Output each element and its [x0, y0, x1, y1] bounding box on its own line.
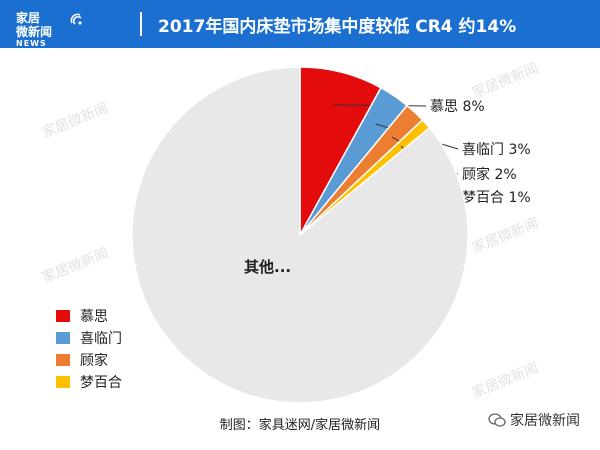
chart-credit: 制图：家具迷网/家居微新闻 — [219, 418, 381, 433]
data-label: 慕思 8% — [430, 99, 485, 115]
wechat-icon — [488, 413, 506, 427]
legend-item: 梦百合 — [56, 371, 122, 393]
data-label: 其他... — [244, 258, 291, 276]
legend: 慕思 喜临门 顾家 梦百合 — [56, 305, 122, 393]
legend-label: 顾家 — [80, 353, 108, 369]
page-title: 2017年国内床垫市场集中度较低 CR4 约14% — [158, 17, 517, 37]
legend-item: 顾家 — [56, 349, 122, 371]
legend-label: 梦百合 — [80, 375, 122, 391]
wechat-label: 家居微新闻 — [510, 413, 580, 429]
legend-swatch — [56, 354, 70, 366]
header-bar: 家居 微新闻 NEWS 2017年国内床垫市场集中度较低 CR4 约14% — [0, 0, 600, 48]
logo-line2: 微新闻 — [16, 25, 53, 39]
legend-item: 喜临门 — [56, 327, 122, 349]
data-label: 梦百合 1% — [462, 190, 531, 206]
logo-line1: 家居 — [16, 11, 41, 25]
legend-label: 喜临门 — [80, 331, 122, 347]
logo: 家居 微新闻 NEWS — [8, 5, 90, 48]
legend-swatch — [56, 310, 70, 322]
data-label: 喜临门 3% — [462, 142, 531, 158]
wifi-icon — [70, 13, 82, 25]
logo-news: NEWS — [16, 39, 47, 48]
header-divider — [140, 12, 142, 36]
pie-slice-其他 — [131, 66, 469, 404]
legend-label: 慕思 — [80, 309, 108, 325]
data-label: 顾家 2% — [462, 166, 517, 183]
wechat-badge: 家居微新闻 — [488, 410, 580, 430]
legend-swatch — [56, 376, 70, 388]
legend-swatch — [56, 332, 70, 344]
pie-chart: 慕思 8% 喜临门 3% 顾家 2% 梦百合 1% 其他... — [131, 66, 531, 404]
legend-item: 慕思 — [56, 305, 122, 327]
